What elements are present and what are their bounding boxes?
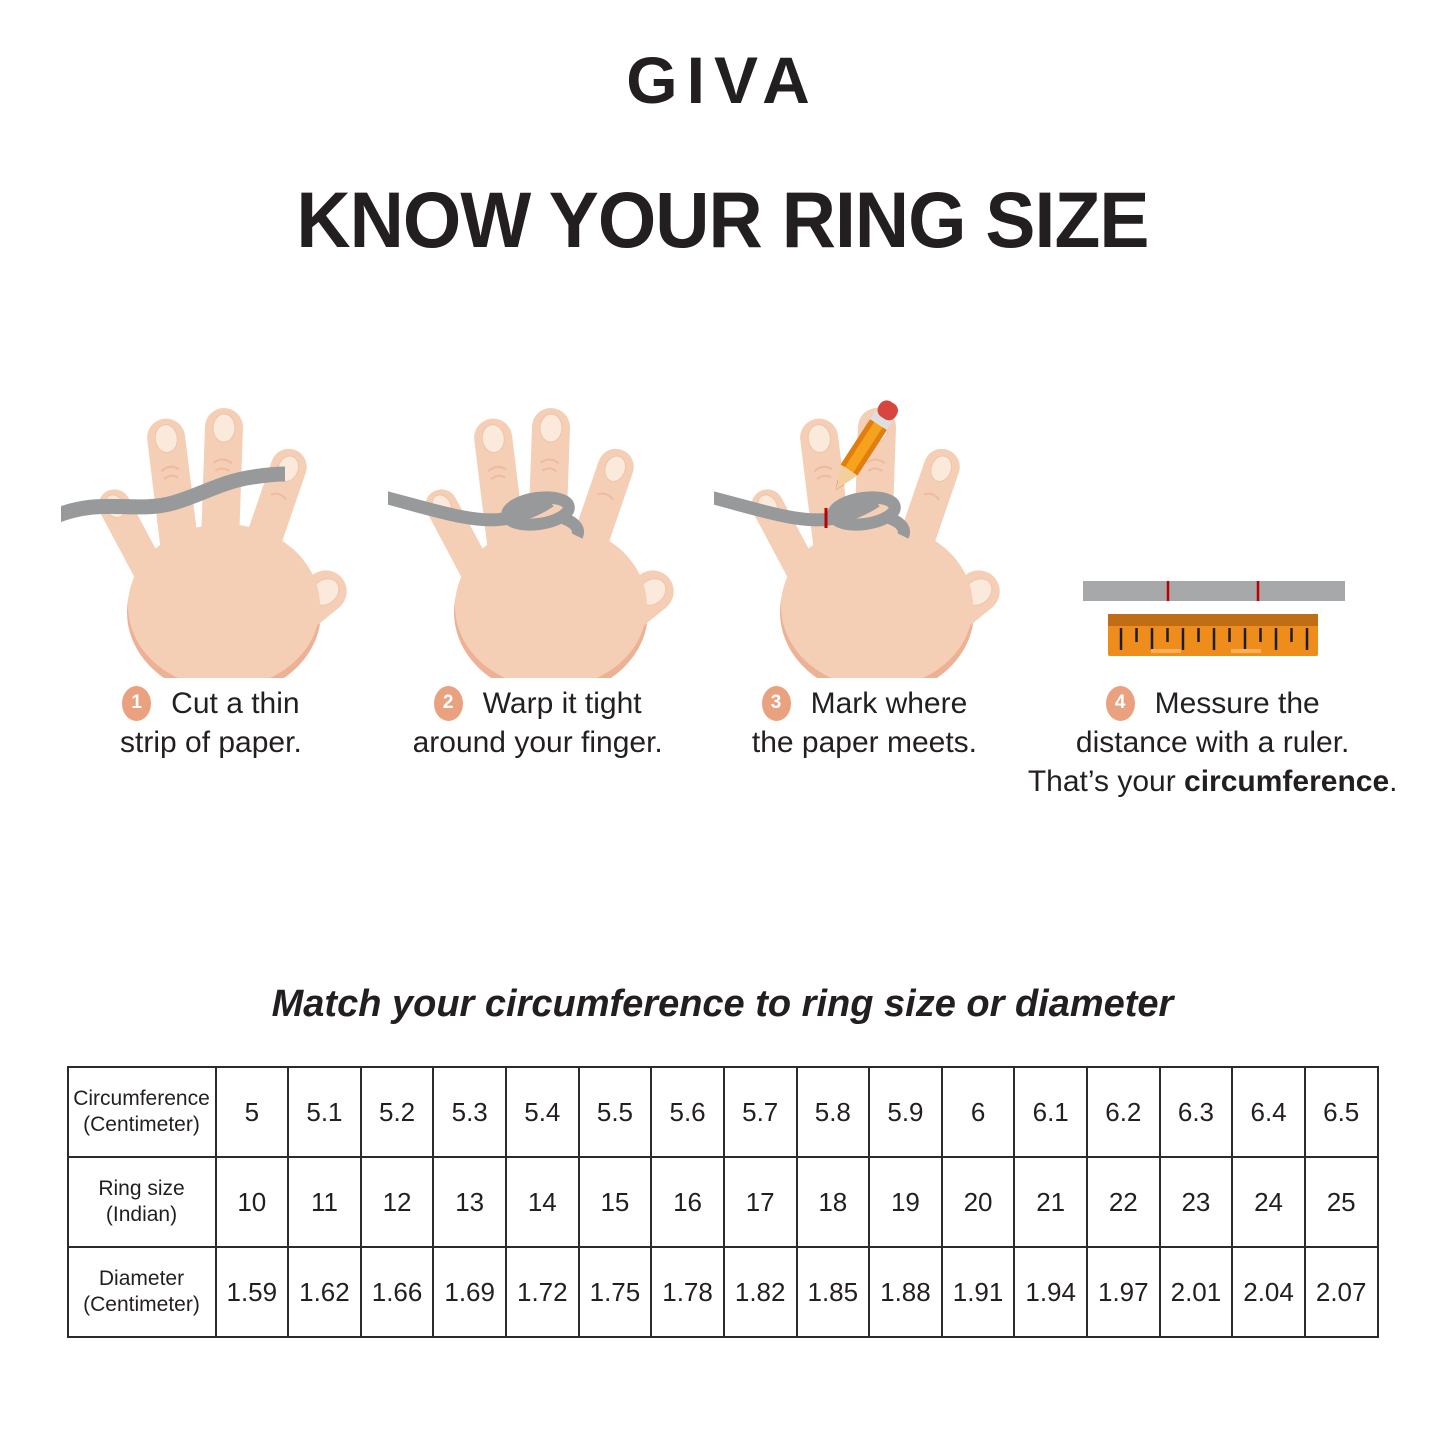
table-cell: 12 [359, 1156, 435, 1249]
step-1: 1 Cut a thin strip of paper. [48, 378, 375, 801]
table-cell: 19 [868, 1156, 943, 1249]
size-table: Circumference (Centimeter) 5 5.1 5.2 5.3 5.4 5.… [66, 1066, 1379, 1339]
table-section-heading: Match your circumference to ring size or… [271, 983, 1174, 1026]
table-cell: 5 [214, 1066, 290, 1159]
table-cell: 1.97 [1086, 1246, 1161, 1339]
size-table-body: Circumference (Centimeter) 5 5.1 5.2 5.3 5.4 5.… [66, 1066, 1379, 1339]
step-text-line: around your finger. [412, 726, 663, 760]
table-cell: 23 [1158, 1156, 1234, 1249]
table-cell: 25 [1303, 1156, 1379, 1249]
table-cell: 1.66 [359, 1246, 435, 1339]
table-cell: 5.5 [577, 1066, 653, 1159]
ruler-icon [1107, 614, 1318, 657]
page-title: KNOW YOUR RING SIZE [296, 175, 1149, 265]
table-cell: 1.75 [577, 1246, 653, 1339]
table-cell: 5.1 [287, 1066, 362, 1159]
step-number-badge: 4 [1105, 686, 1135, 722]
step-caption: 4 Messure the distance with a ruler. Tha… [1027, 684, 1398, 801]
table-cell: 22 [1086, 1156, 1161, 1249]
brand-logo: GIVA [626, 43, 819, 117]
hand-strip-wrapped-illustration [388, 406, 683, 679]
hand-with-paper-strip-illustration [60, 406, 357, 679]
step-3: 3 Mark where the paper meets. [701, 378, 1028, 801]
table-cell: 1.88 [868, 1246, 943, 1339]
step-text-line: Warp it tight [482, 687, 642, 721]
table-cell: 1.94 [1013, 1246, 1088, 1339]
steps-row: 1 Cut a thin strip of paper. 2 Warp it t… [48, 378, 1398, 801]
hand-strip-pencil-mark-illustration [714, 397, 1010, 679]
step-text-line: That’s your circumference. [1027, 765, 1398, 799]
table-row: Circumference (Centimeter) 5 5.1 5.2 5.3 5.4 5.… [66, 1066, 1379, 1159]
table-cell: 13 [432, 1156, 507, 1249]
table-cell: 1.62 [287, 1246, 362, 1339]
step-text-line: strip of paper. [120, 726, 302, 760]
table-cell: 17 [722, 1156, 798, 1249]
table-cell: 1.69 [432, 1246, 507, 1339]
step-caption: 1 Cut a thin strip of paper. [120, 684, 302, 762]
table-cell: 6.3 [1158, 1066, 1234, 1159]
ruler-measuring-strip-illustration [1082, 581, 1345, 657]
table-cell: 2.07 [1303, 1246, 1379, 1339]
table-cell: 14 [505, 1156, 580, 1249]
table-cell: 1.91 [940, 1246, 1016, 1339]
step-text-line: Mark where [810, 687, 968, 721]
row-header: Ring size (Indian) [66, 1156, 217, 1249]
table-cell: 5.2 [359, 1066, 435, 1159]
table-cell: 1.78 [650, 1246, 725, 1339]
row-header: Circumference (Centimeter) [66, 1066, 217, 1159]
step-number-badge: 1 [122, 686, 152, 722]
table-cell: 6 [940, 1066, 1016, 1159]
table-cell: 5.9 [868, 1066, 943, 1159]
table-cell: 21 [1013, 1156, 1088, 1249]
table-cell: 20 [940, 1156, 1016, 1249]
row-header: Diameter (Centimeter) [66, 1246, 217, 1339]
step-caption: 3 Mark where the paper meets. [752, 684, 977, 762]
table-cell: 5.7 [722, 1066, 798, 1159]
step-text-line: Messure the [1154, 687, 1320, 721]
table-cell: 2.04 [1231, 1246, 1306, 1339]
table-cell: 1.72 [505, 1246, 580, 1339]
step-text-line: the paper meets. [751, 726, 978, 760]
table-cell: 6.5 [1303, 1066, 1379, 1159]
step-2: 2 Warp it tight around your finger. [374, 378, 701, 801]
table-row: Ring size (Indian) 10 11 12 13 14 15 16 17 18 19 20 2… [66, 1156, 1379, 1249]
step-4: 4 Messure the distance with a ruler. Tha… [1027, 378, 1398, 801]
table-cell: 1.59 [214, 1246, 290, 1339]
table-cell: 6.4 [1231, 1066, 1306, 1159]
step-text-line: Cut a thin [171, 687, 300, 721]
table-cell: 24 [1231, 1156, 1306, 1249]
table-cell: 1.85 [795, 1246, 871, 1339]
step-text-line: distance with a ruler. [1075, 726, 1350, 760]
table-row: Diameter (Centimeter) 1.59 1.62 1.66 1.69 1.72… [66, 1246, 1379, 1339]
step-number-badge: 3 [761, 686, 791, 722]
table-cell: 15 [577, 1156, 653, 1249]
step-number-badge: 2 [433, 686, 463, 722]
table-cell: 18 [795, 1156, 871, 1249]
table-cell: 5.8 [795, 1066, 871, 1159]
table-cell: 6.1 [1013, 1066, 1088, 1159]
table-cell: 6.2 [1086, 1066, 1161, 1159]
table-cell: 5.3 [432, 1066, 507, 1159]
table-cell: 2.01 [1158, 1246, 1234, 1339]
table-cell: 11 [287, 1156, 362, 1249]
table-cell: 1.82 [722, 1246, 798, 1339]
table-cell: 16 [650, 1156, 725, 1249]
table-cell: 10 [214, 1156, 290, 1249]
table-cell: 5.6 [650, 1066, 725, 1159]
table-cell: 5.4 [505, 1066, 580, 1159]
step-caption: 2 Warp it tight around your finger. [413, 684, 663, 762]
